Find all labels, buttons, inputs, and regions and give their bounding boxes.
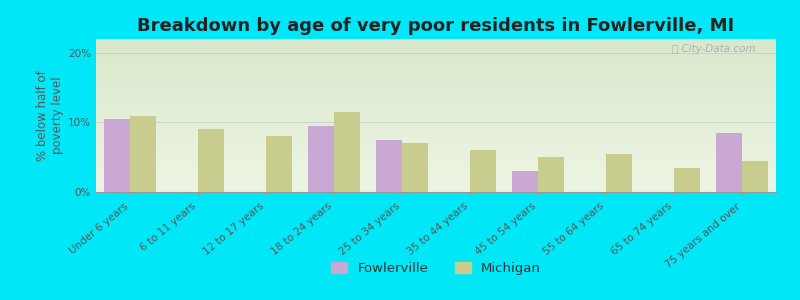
Bar xyxy=(716,133,742,192)
Legend: Fowlerville, Michigan: Fowlerville, Michigan xyxy=(326,257,546,280)
Bar xyxy=(266,136,292,192)
Bar xyxy=(376,140,402,192)
Bar xyxy=(402,143,428,192)
Bar xyxy=(606,154,632,192)
Bar xyxy=(104,119,130,192)
Bar xyxy=(470,150,496,192)
Bar xyxy=(538,157,564,192)
Y-axis label: % below half of
poverty level: % below half of poverty level xyxy=(36,70,64,161)
Bar xyxy=(130,116,156,192)
Bar xyxy=(742,161,768,192)
Bar xyxy=(308,126,334,192)
Title: Breakdown by age of very poor residents in Fowlerville, MI: Breakdown by age of very poor residents … xyxy=(138,17,734,35)
Bar xyxy=(512,171,538,192)
Bar xyxy=(198,129,224,192)
Bar xyxy=(334,112,360,192)
Text: ⓘ City-Data.com: ⓘ City-Data.com xyxy=(672,44,755,54)
Bar xyxy=(674,168,700,192)
